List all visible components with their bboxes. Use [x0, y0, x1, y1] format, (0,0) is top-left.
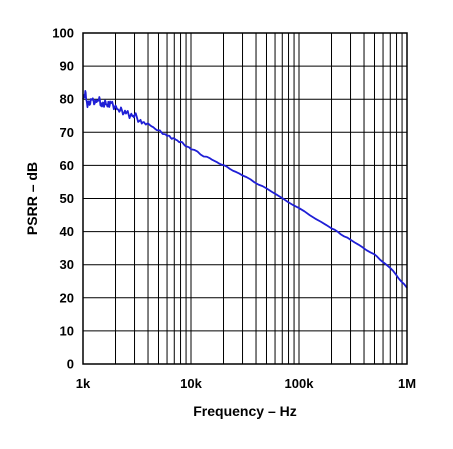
y-tick-label: 100 — [52, 26, 74, 41]
y-tick-label: 10 — [60, 323, 74, 338]
grid — [82, 32, 407, 365]
y-tick-label: 90 — [60, 59, 74, 74]
y-tick-label: 80 — [60, 92, 74, 107]
x-axis-label: Frequency – Hz — [193, 403, 296, 419]
y-tick-label: 0 — [67, 357, 74, 372]
x-tick-label: 10k — [180, 376, 202, 391]
y-tick-label: 50 — [60, 191, 74, 206]
x-tick-label: 1M — [398, 376, 416, 391]
x-tick-label: 1k — [76, 376, 91, 391]
y-tick-label: 40 — [60, 224, 74, 239]
x-tick-label: 100k — [285, 376, 315, 391]
y-tick-label: 20 — [60, 290, 74, 305]
psrr-series-line — [82, 90, 408, 289]
y-tick-labels: 0 10 20 30 40 50 60 70 80 90 100 — [52, 26, 74, 372]
y-tick-label: 60 — [60, 158, 74, 173]
y-axis-label: PSRR – dB — [24, 162, 40, 235]
series-layer — [82, 90, 408, 289]
y-tick-label: 70 — [60, 125, 74, 140]
y-tick-label: 30 — [60, 257, 74, 272]
plot-frame — [82, 32, 408, 365]
x-tick-labels: 1k 10k 100k 1M — [76, 376, 416, 391]
